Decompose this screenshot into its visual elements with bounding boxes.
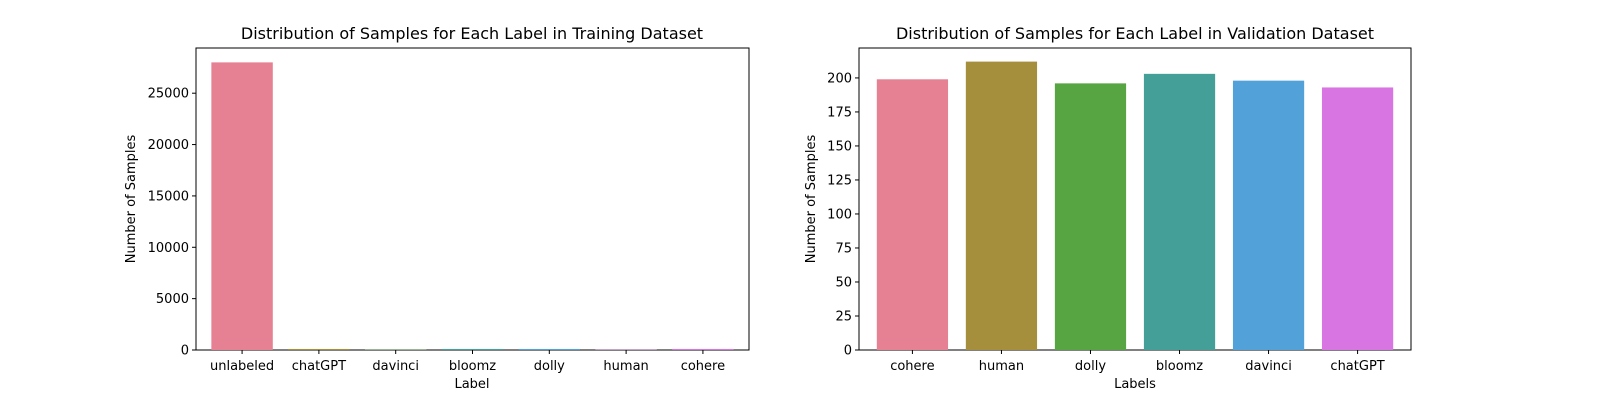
validation-bar-chatgpt (1321, 87, 1394, 350)
validation-x-tick-label: human (979, 359, 1024, 374)
validation-x-tick-label: bloomz (1156, 359, 1203, 374)
validation-x-tick-label: cohere (890, 359, 934, 374)
training-y-tick-label: 15000 (148, 189, 189, 204)
validation-bar-human (965, 61, 1038, 350)
training-x-tick-label: bloomz (449, 359, 496, 374)
validation-y-tick-label: 125 (827, 173, 852, 188)
training-y-tick-label: 25000 (148, 87, 189, 102)
validation-y-axis-label: Number of Samples (804, 135, 819, 264)
training-bar-dolly (518, 348, 581, 350)
training-bar-unlabeled (211, 62, 273, 350)
validation-y-tick-label: 50 (835, 275, 852, 290)
training-x-tick-label: chatGPT (292, 359, 346, 374)
training-bar-chatgpt (288, 348, 350, 350)
training-x-axis-label: Label (454, 377, 489, 392)
training-y-ticks: 0 5000 10000 15000 20000 25000 (148, 87, 196, 359)
validation-bar-cohere (876, 79, 949, 350)
validation-y-tick-label: 25 (835, 309, 852, 324)
validation-chart-title: Distribution of Samples for Each Label i… (896, 24, 1374, 43)
validation-chart: Distribution of Samples for Each Label i… (804, 24, 1412, 392)
validation-bar-bloomz (1143, 73, 1216, 350)
training-chart-title: Distribution of Samples for Each Label i… (241, 24, 703, 43)
training-y-axis-label: Number of Samples (124, 135, 139, 264)
validation-x-tick-label: davinci (1245, 359, 1292, 374)
training-x-tick-label: davinci (372, 359, 419, 374)
validation-y-ticks: 0 25 50 75 100 125 150 175 200 (827, 71, 859, 359)
training-y-tick-label: 10000 (148, 241, 189, 256)
training-y-tick-label: 0 (181, 344, 189, 359)
training-x-tick-label: cohere (681, 359, 725, 374)
training-x-tick-label: human (603, 359, 648, 374)
validation-x-axis-label: Labels (1114, 377, 1156, 392)
validation-x-tick-label: chatGPT (1330, 359, 1384, 374)
validation-x-tick-label: dolly (1075, 359, 1106, 374)
validation-y-tick-label: 100 (827, 207, 852, 222)
validation-y-tick-label: 200 (827, 71, 852, 86)
training-x-tick-label: unlabeled (210, 359, 274, 374)
validation-y-tick-label: 150 (827, 139, 852, 154)
training-bar-bloomz (441, 348, 504, 350)
training-bar-cohere (672, 348, 734, 350)
training-bars (211, 62, 734, 350)
validation-bars (876, 61, 1394, 351)
training-y-tick-label: 20000 (148, 138, 189, 153)
training-x-ticks: unlabeled chatGPT davinci bloomz dolly human c… (210, 350, 725, 374)
validation-bar-davinci (1232, 80, 1305, 351)
training-y-tick-label: 5000 (156, 292, 189, 307)
training-chart: Distribution of Samples for Each Label i… (124, 24, 750, 392)
validation-bar-dolly (1054, 83, 1127, 351)
validation-y-tick-label: 75 (835, 241, 852, 256)
validation-y-tick-label: 175 (827, 105, 852, 120)
validation-x-ticks: cohere human dolly bloomz davinci chatGPT (890, 350, 1385, 374)
training-x-tick-label: dolly (534, 359, 565, 374)
validation-axes-frame (858, 47, 1412, 351)
validation-y-tick-label: 0 (844, 344, 852, 359)
